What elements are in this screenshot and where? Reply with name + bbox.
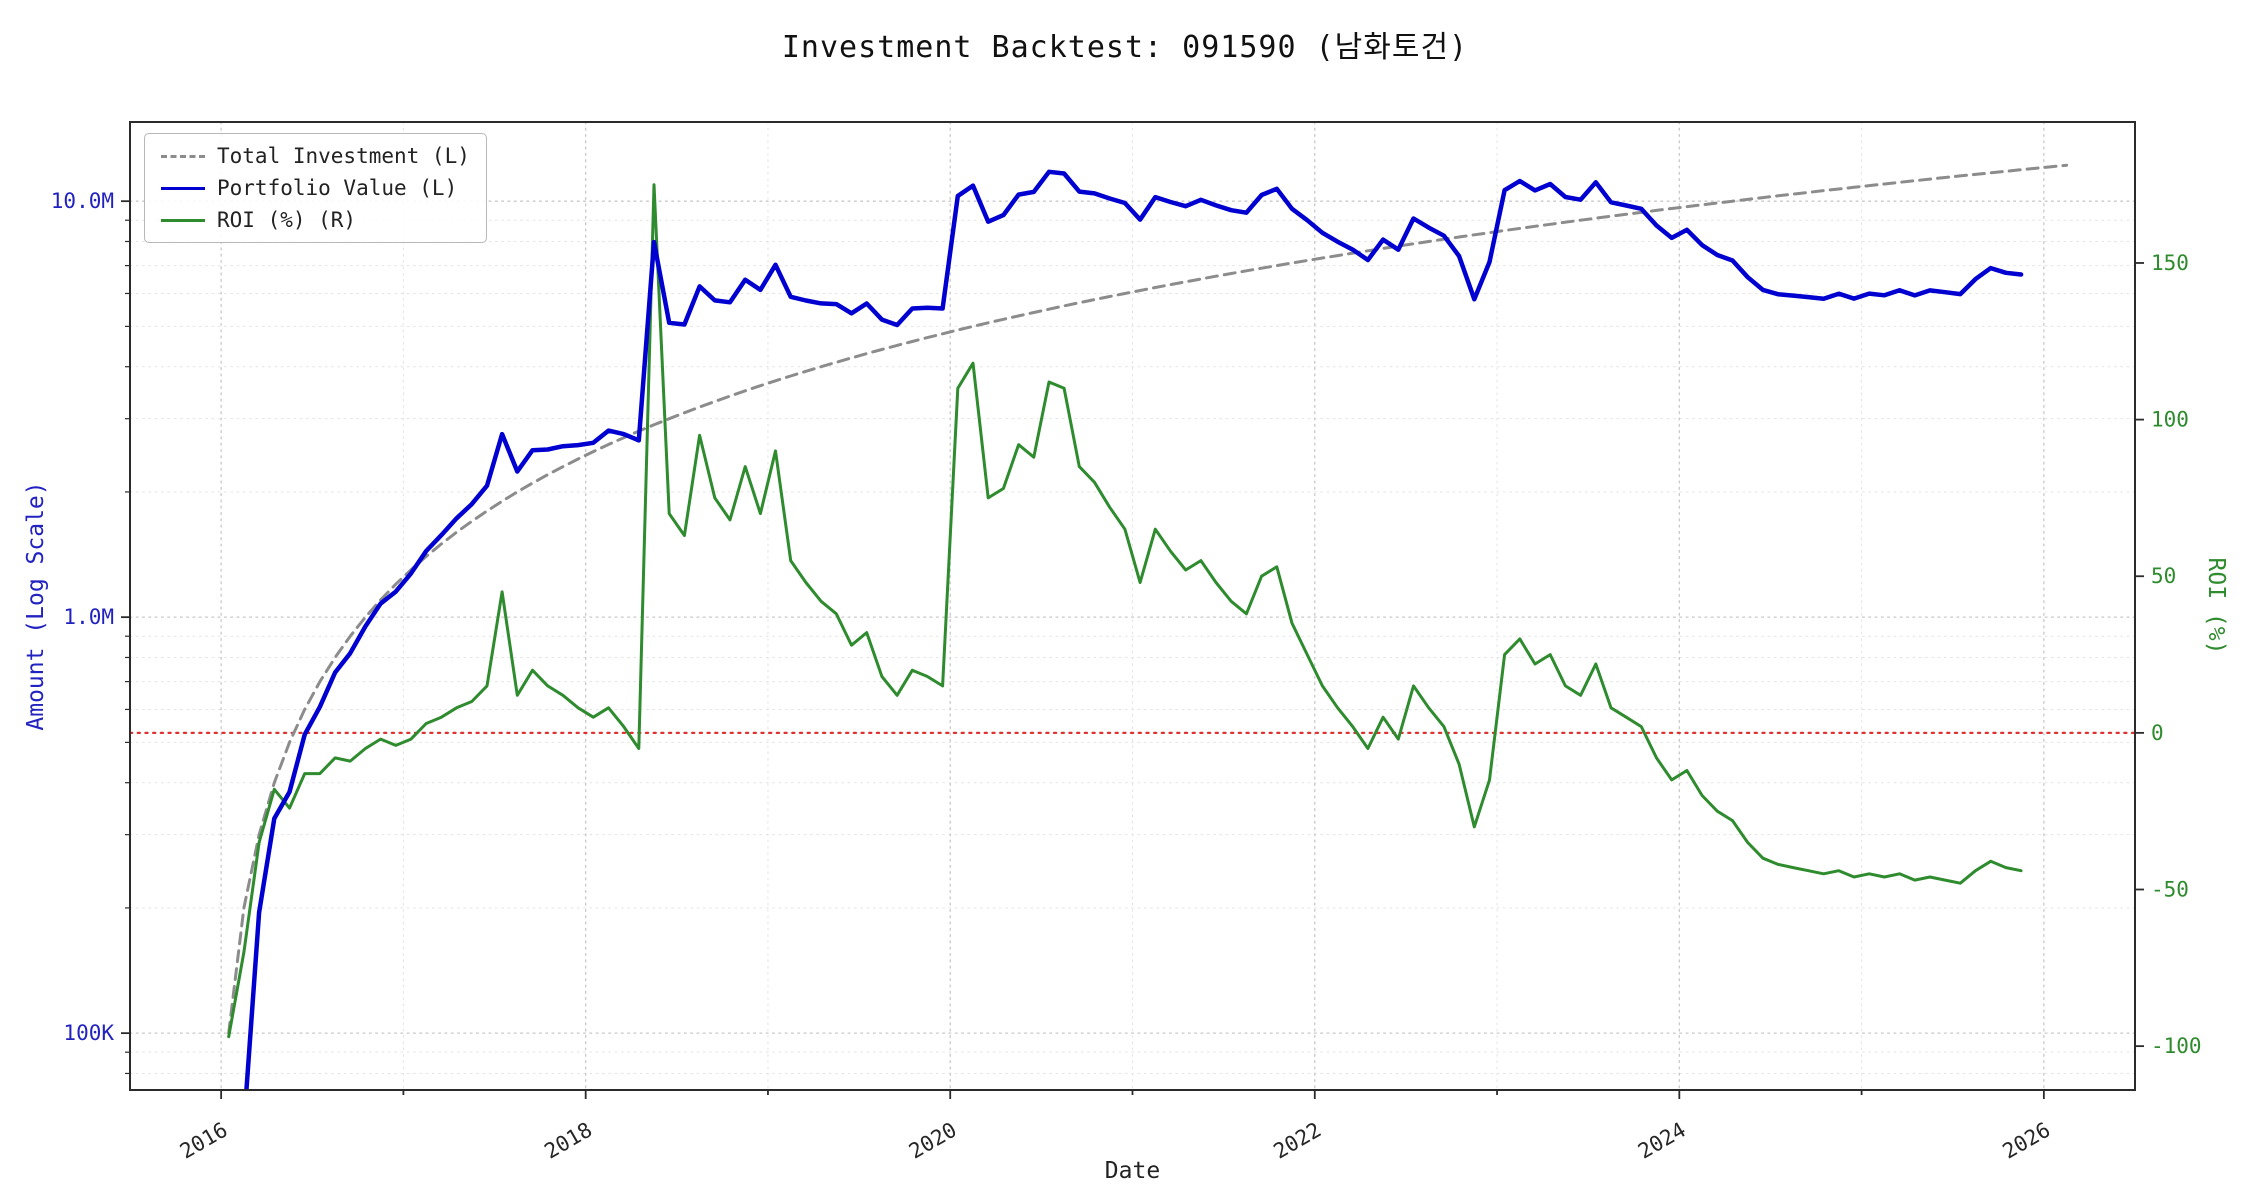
y-left-tick-label: 100K [63,1021,114,1045]
total-investment-line-swatch [161,154,205,158]
legend-item-portfolio-value: Portfolio Value (L) [161,176,470,200]
legend-item-total-investment: Total Investment (L) [161,144,470,168]
chart-title: Investment Backtest: 091590 (남화토건) [781,30,1469,65]
x-tick-label: 2016 [176,1118,232,1164]
y-axis-label-left: Amount (Log Scale) [23,481,49,731]
x-tick-label: 2018 [540,1118,596,1164]
legend: Total Investment (L) Portfolio Value (L)… [144,133,487,243]
roi-line [227,183,2023,1039]
y-right-tick-label: 150 [2151,251,2189,275]
y-right-tick-label: 0 [2151,721,2164,745]
portfolio-value-line-swatch [161,186,205,190]
roi-line-swatch [161,218,205,222]
legend-label: ROI (%) (R) [217,208,357,232]
y-right-tick-label: -50 [2151,878,2189,902]
legend-item-roi: ROI (%) (R) [161,208,470,232]
x-axis-label: Date [1104,1158,1161,1184]
total-investment-line [227,163,2069,1035]
y-right-tick-label: 50 [2151,564,2176,588]
x-tick-label: 2020 [905,1118,961,1164]
portfolio-value-line [244,169,2024,1090]
y-left-tick-label: 10.0M [51,189,114,213]
legend-label: Portfolio Value (L) [217,176,458,200]
x-tick-label: 2024 [1634,1118,1690,1164]
x-tick-label: 2022 [1269,1118,1325,1164]
legend-label: Total Investment (L) [217,144,470,168]
y-right-tick-label: 100 [2151,408,2189,432]
y-axis-label-right: ROI (%) [2203,557,2229,655]
y-right-tick-label: -100 [2151,1034,2202,1058]
x-tick-label: 2026 [1999,1118,2055,1164]
y-left-tick-label: 1.0M [63,605,114,629]
